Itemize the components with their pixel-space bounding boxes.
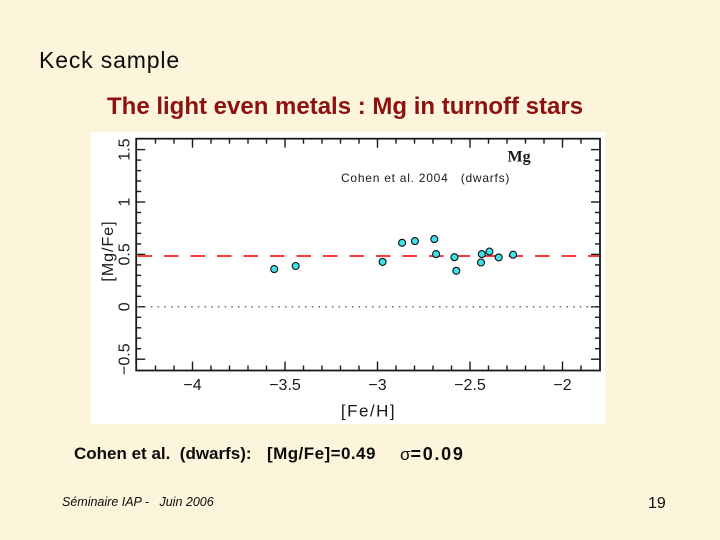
svg-text:−2.5: −2.5: [454, 377, 486, 394]
svg-text:−0.5: −0.5: [117, 343, 134, 375]
svg-text:Cohen et al. 2004 (dwarfs): Cohen et al. 2004 (dwarfs): [341, 171, 510, 185]
svg-text:−3.5: −3.5: [269, 377, 301, 394]
svg-text:[Mg/Fe]: [Mg/Fe]: [100, 220, 117, 281]
svg-text:0.5: 0.5: [117, 243, 134, 265]
svg-text:−3: −3: [368, 377, 386, 394]
svg-text:[Fe/H]: [Fe/H]: [341, 402, 396, 421]
svg-text:−4: −4: [183, 377, 201, 394]
svg-text:0: 0: [117, 302, 134, 311]
svg-text:−2: −2: [553, 377, 571, 394]
svg-text:Mg: Mg: [508, 149, 531, 166]
svg-text:1.5: 1.5: [117, 138, 134, 160]
svg-text:1: 1: [117, 197, 134, 206]
